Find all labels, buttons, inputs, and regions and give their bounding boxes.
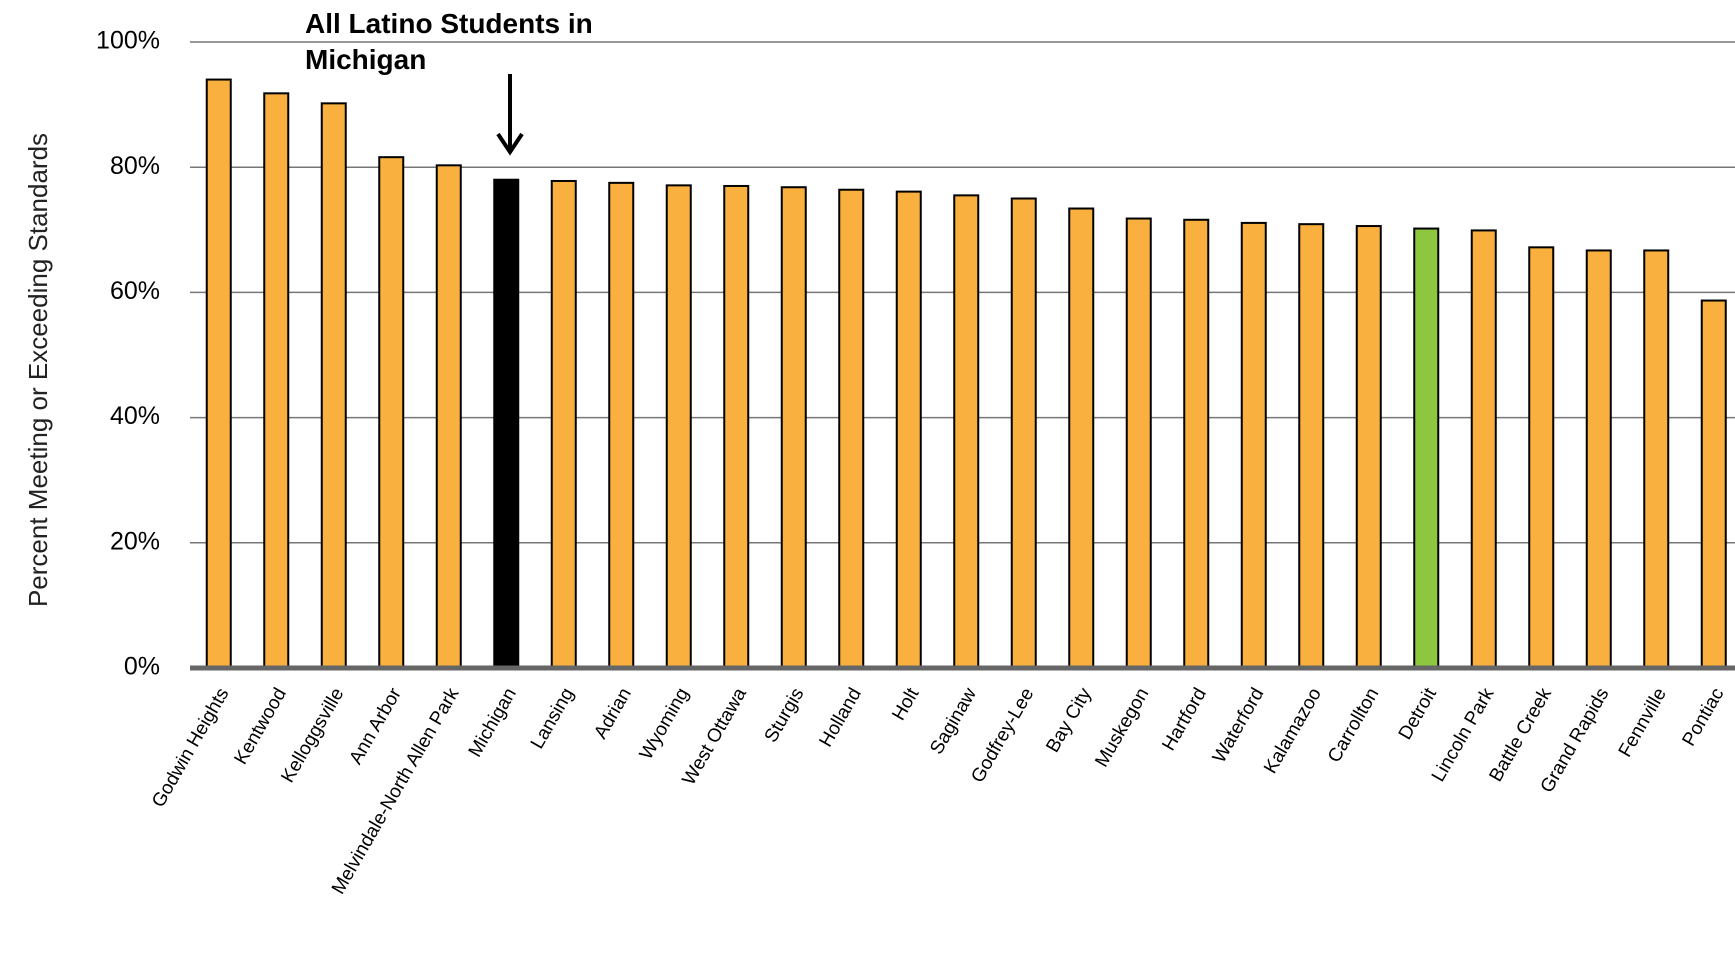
bar	[320, 102, 347, 669]
bar	[1355, 225, 1382, 669]
x-tick-label: Wyoming	[636, 685, 694, 764]
bar	[608, 181, 635, 669]
y-tick-label: 60%	[110, 277, 160, 305]
y-tick-label: 40%	[110, 402, 160, 430]
bar	[1010, 197, 1037, 669]
x-tick-label: Godwin Heights	[148, 685, 233, 812]
bar	[1240, 221, 1267, 669]
bar	[1700, 299, 1727, 669]
x-tick-label: Bay City	[1042, 684, 1096, 756]
y-tick-label: 100%	[96, 27, 160, 55]
y-tick-label: 20%	[110, 527, 160, 555]
bar	[1643, 249, 1670, 669]
x-tick-label: Kalamazoo	[1260, 685, 1326, 778]
x-tick-label: Detroit	[1395, 684, 1442, 744]
bar	[665, 184, 692, 669]
x-tick-label: Muskegon	[1091, 685, 1153, 771]
x-tick-label: Holt	[888, 684, 923, 724]
bar	[953, 194, 980, 669]
x-tick-label: Sturgis	[761, 685, 809, 747]
x-tick-label: Holland	[816, 685, 866, 751]
y-tick-label: 80%	[110, 152, 160, 180]
x-tick-label: Carrollton	[1324, 685, 1383, 767]
bar	[263, 92, 290, 670]
x-tick-label: Fennville	[1615, 685, 1671, 761]
bar	[1528, 246, 1555, 669]
x-tick-label: Adrian	[590, 685, 636, 743]
x-tick-label: Michigan	[465, 685, 521, 761]
bar	[895, 190, 922, 669]
bar	[435, 164, 462, 670]
bar	[780, 186, 807, 669]
bar	[838, 188, 865, 669]
bar	[1125, 217, 1152, 669]
x-tick-label: Hartford	[1158, 685, 1211, 755]
bar	[550, 179, 577, 670]
bar	[1413, 227, 1440, 669]
x-tick-label: Kentwood	[230, 685, 290, 769]
bar	[1298, 223, 1325, 670]
bar	[1585, 249, 1612, 669]
y-axis-label: Percent Meeting or Exceeding Standards	[23, 133, 53, 607]
x-tick-label: Saginaw	[926, 684, 981, 758]
annotation: All Latino Students in Michigan	[305, 8, 593, 75]
arrow	[496, 74, 524, 156]
bar	[378, 156, 405, 670]
x-tick-label: Waterford	[1209, 685, 1269, 767]
bar	[1183, 218, 1210, 669]
y-tick-label: 0%	[124, 653, 160, 681]
x-tick-label: Melvindale-North Allen Park	[328, 684, 464, 898]
x-tick-label: Lansing	[527, 685, 578, 753]
bar	[493, 178, 520, 669]
bar	[205, 78, 232, 669]
x-tick-label: Pontiac	[1679, 685, 1729, 750]
x-tick-label: Ann Arbor	[345, 684, 406, 768]
bar	[1068, 207, 1095, 670]
bar	[723, 184, 750, 669]
bar	[1470, 229, 1497, 669]
